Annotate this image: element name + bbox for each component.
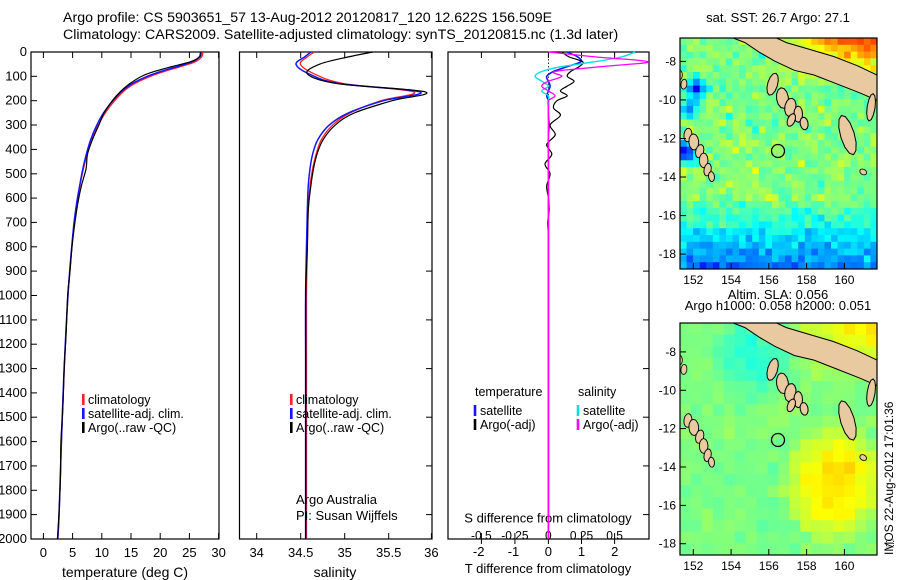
svg-text:158: 158	[797, 559, 817, 573]
svg-text:1900: 1900	[0, 507, 27, 522]
svg-text:Climatology: CARS2009. Satelli: Climatology: CARS2009. Satellite-adjuste…	[63, 27, 618, 43]
svg-text:0.25: 0.25	[570, 529, 594, 543]
svg-text:36: 36	[424, 545, 438, 560]
svg-text:0.5: 0.5	[606, 529, 623, 543]
svg-text:35: 35	[337, 545, 351, 560]
svg-text:-0.25: -0.25	[501, 529, 529, 543]
svg-text:154: 154	[721, 273, 741, 287]
svg-text:-18: -18	[659, 537, 677, 551]
svg-text:0: 0	[20, 44, 27, 59]
svg-text:Argo(-adj): Argo(-adj)	[480, 418, 536, 432]
svg-text:temperature (deg C): temperature (deg C)	[62, 564, 188, 580]
svg-text:temperature: temperature	[475, 385, 542, 399]
svg-text:1100: 1100	[0, 312, 27, 327]
svg-text:Argo profile: CS 5903651_57 13: Argo profile: CS 5903651_57 13-Aug-2012 …	[63, 10, 552, 26]
svg-text:T difference from climatology: T difference from climatology	[465, 561, 632, 576]
svg-text:1600: 1600	[0, 434, 27, 449]
svg-text:1000: 1000	[0, 288, 27, 303]
svg-text:-18: -18	[659, 247, 677, 261]
svg-text:Argo Australia: Argo Australia	[296, 492, 378, 507]
svg-text:1200: 1200	[0, 336, 27, 351]
svg-text:-0.5: -0.5	[471, 529, 492, 543]
svg-text:-16: -16	[659, 209, 677, 223]
svg-text:800: 800	[5, 239, 27, 254]
svg-text:1700: 1700	[0, 458, 27, 473]
svg-text:-12: -12	[659, 422, 677, 436]
svg-text:156: 156	[759, 273, 779, 287]
svg-text:15: 15	[124, 545, 138, 560]
svg-text:0: 0	[545, 544, 552, 559]
svg-text:IMOS 22-Aug-2012 17:01:36: IMOS 22-Aug-2012 17:01:36	[882, 401, 896, 555]
svg-text:climatology: climatology	[88, 393, 151, 407]
svg-text:158: 158	[797, 273, 817, 287]
svg-text:-16: -16	[659, 498, 677, 512]
svg-text:satellite: satellite	[583, 404, 625, 418]
svg-text:1800: 1800	[0, 482, 27, 497]
svg-text:climatology: climatology	[296, 393, 359, 407]
svg-text:500: 500	[5, 166, 27, 181]
svg-text:154: 154	[721, 559, 741, 573]
svg-text:20: 20	[153, 545, 167, 560]
svg-text:salinity: salinity	[578, 385, 617, 399]
svg-text:2000: 2000	[0, 531, 27, 546]
svg-text:-8: -8	[665, 54, 676, 68]
svg-text:-12: -12	[659, 132, 677, 146]
svg-text:salinity: salinity	[314, 564, 357, 580]
svg-text:156: 156	[759, 559, 779, 573]
svg-text:160: 160	[834, 273, 854, 287]
svg-text:-8: -8	[665, 345, 676, 359]
svg-text:10: 10	[95, 545, 109, 560]
svg-text:152: 152	[683, 559, 703, 573]
svg-text:5: 5	[69, 545, 76, 560]
svg-text:600: 600	[5, 190, 27, 205]
svg-text:0: 0	[40, 545, 47, 560]
svg-text:-1: -1	[508, 544, 520, 559]
svg-text:152: 152	[683, 273, 703, 287]
svg-text:-14: -14	[659, 460, 677, 474]
svg-text:-14: -14	[659, 170, 677, 184]
svg-text:700: 700	[5, 214, 27, 229]
svg-text:-2: -2	[473, 544, 485, 559]
svg-text:30: 30	[211, 545, 225, 560]
svg-text:PI: Susan Wijffels: PI: Susan Wijffels	[296, 508, 398, 523]
svg-text:Argo h1000: 0.058 h2000: 0.051: Argo h1000: 0.058 h2000: 0.051	[685, 298, 872, 313]
svg-text:100: 100	[5, 68, 27, 83]
svg-text:satellite: satellite	[480, 404, 522, 418]
svg-text:34.5: 34.5	[288, 545, 313, 560]
svg-text:400: 400	[5, 141, 27, 156]
svg-text:Argo(..raw -QC): Argo(..raw -QC)	[88, 421, 176, 435]
svg-text:Argo(-adj): Argo(-adj)	[583, 418, 639, 432]
svg-text:-10: -10	[659, 93, 677, 107]
svg-text:160: 160	[834, 559, 854, 573]
svg-text:2: 2	[611, 544, 618, 559]
svg-text:900: 900	[5, 263, 27, 278]
svg-text:300: 300	[5, 117, 27, 132]
svg-text:1300: 1300	[0, 361, 27, 376]
svg-text:200: 200	[5, 93, 27, 108]
svg-text:-10: -10	[659, 383, 677, 397]
svg-text:25: 25	[182, 545, 196, 560]
svg-text:1500: 1500	[0, 409, 27, 424]
svg-text:1: 1	[578, 544, 585, 559]
svg-text:34: 34	[249, 545, 263, 560]
svg-text:Argo(..raw -QC): Argo(..raw -QC)	[296, 421, 384, 435]
svg-text:satellite-adj. clim.: satellite-adj. clim.	[88, 407, 184, 421]
svg-text:sat. SST: 26.7 Argo: 27.1: sat. SST: 26.7 Argo: 27.1	[706, 10, 850, 25]
svg-text:1400: 1400	[0, 385, 27, 400]
svg-text:35.5: 35.5	[376, 545, 401, 560]
svg-text:satellite-adj. clim.: satellite-adj. clim.	[296, 407, 392, 421]
